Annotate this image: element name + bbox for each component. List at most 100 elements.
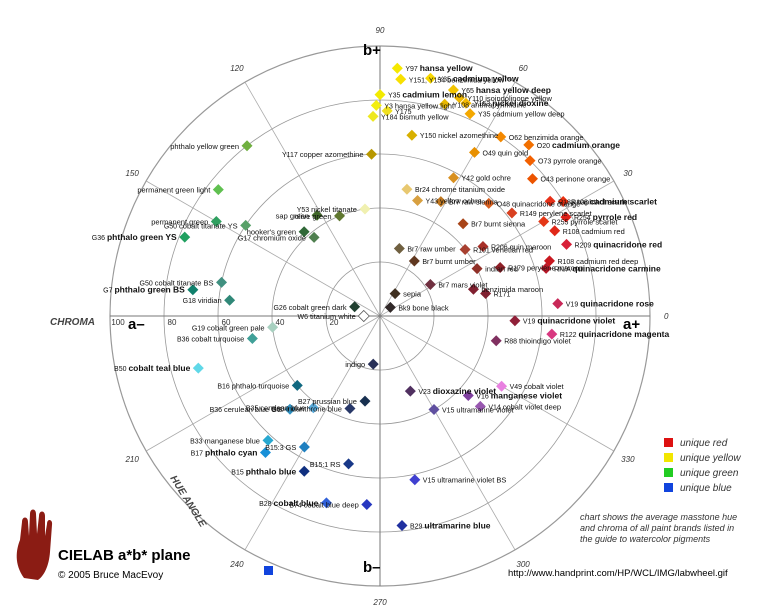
hue-spoke — [379, 180, 615, 317]
chroma-tick-label: 40 — [276, 318, 285, 327]
paint-label: Bk9 bone black — [398, 303, 449, 312]
paint-marker — [506, 207, 518, 219]
legend-swatch — [664, 468, 673, 477]
paint-marker — [544, 195, 556, 207]
paint-label: R255 pyrrole scarlet — [552, 218, 619, 227]
paint-label: R108 cadmium scarlet — [571, 197, 657, 207]
paint-label: G50 cobalt titanate BS — [140, 278, 214, 287]
paint-marker — [343, 458, 355, 470]
paint-label: Y150 nickel azomethine — [420, 131, 498, 140]
paint-marker — [262, 434, 274, 446]
paint-label: B27 prussian blue — [298, 397, 357, 406]
paint-label: Y110 isoindolinone yellow — [467, 94, 552, 103]
paint-label: O20 cadmium orange — [537, 140, 620, 150]
paint-marker — [192, 362, 204, 374]
hue-spokes — [145, 81, 615, 551]
paint-label: R171 — [494, 292, 511, 299]
paint-marker — [361, 499, 373, 511]
hue-spoke — [244, 315, 381, 551]
hue-tick-label: 270 — [372, 598, 387, 607]
paint-label: Y65 hansa yellow deep — [461, 85, 551, 95]
hue-tick-label: 210 — [124, 455, 139, 464]
hue-tick-label: 0 — [664, 312, 669, 321]
paint-marker — [298, 465, 310, 477]
paint-label: permanent green — [151, 218, 208, 227]
paint-label: B74 cobalt blue deep — [289, 501, 358, 510]
paint-label: G7 phthalo green BS — [103, 285, 185, 295]
hue-tick-label: 60 — [519, 64, 528, 73]
hue-tick-label: 150 — [125, 169, 139, 178]
note-line: chart shows the average masstone hue — [580, 512, 737, 522]
hue-spoke — [379, 81, 516, 317]
paint-label: R149 perylene scarlet — [520, 209, 593, 218]
paint-label: Y3 hansa yellow light — [384, 101, 455, 110]
paint-label: V19 quinacridone violet — [523, 316, 616, 326]
hue-tick-label: 90 — [376, 26, 385, 35]
paint-marker — [453, 92, 465, 104]
paint-marker — [179, 231, 191, 243]
note-line: the guide to watercolor pigments — [580, 534, 711, 544]
paint-marker — [370, 99, 382, 111]
paint-label: O62 benzimida orange — [509, 133, 584, 142]
copyright: © 2005 Bruce MacEvoy — [58, 570, 163, 581]
paint-marker — [357, 309, 370, 323]
paint-label: Y151, Y154 benzimida yellow — [409, 75, 505, 84]
paint-marker — [538, 216, 550, 227]
paint-label: G26 cobalt green dark — [273, 303, 346, 312]
paint-marker — [404, 385, 416, 397]
paint-marker — [308, 231, 320, 243]
paint-label: Y184 bismuth yellow — [381, 112, 449, 121]
paint-label: B36 cobalt turquoise — [177, 335, 244, 344]
ab-axes — [110, 46, 650, 586]
paint-label: R209 quinacridone red — [575, 239, 663, 249]
paint-marker — [393, 243, 405, 255]
paint-label: B16 phthalo turquoise — [217, 381, 289, 390]
paint-marker — [298, 226, 310, 238]
paint-marker — [540, 262, 552, 274]
paint-label: indian red — [485, 265, 518, 274]
a-minus-label: a– — [128, 316, 145, 333]
paint-marker — [366, 148, 378, 160]
paint-label: O49 quin gold — [483, 148, 529, 157]
hue-spoke — [145, 315, 381, 452]
paint-marker — [311, 209, 323, 221]
hue-tick-label: 240 — [229, 560, 244, 569]
paint-marker — [495, 131, 507, 143]
paint-label: R101 venetian red — [473, 246, 533, 255]
legend-swatch — [664, 483, 673, 492]
paint-marker — [428, 404, 440, 416]
paint-marker — [409, 474, 421, 486]
paint-marker — [349, 301, 361, 313]
paint-marker — [241, 140, 253, 152]
paint-label: Y53 nickel titanate — [297, 205, 357, 214]
paint-label: permanent green light — [137, 186, 211, 195]
chroma-tick-label: 60 — [222, 318, 231, 327]
paint-label: indigo — [345, 360, 365, 369]
paint-marker — [549, 225, 561, 237]
paint-label: Br7 raw sienna — [449, 198, 499, 207]
paint-label: R179 perylene maroon — [508, 263, 583, 272]
paint-marker — [187, 284, 199, 296]
paint-label: B33 manganese blue — [190, 436, 260, 445]
paint-marker — [557, 196, 569, 208]
paint-label: R122 quinacridone magenta — [560, 329, 670, 339]
paint-marker — [359, 395, 371, 407]
chroma-axis-label: CHROMA — [50, 317, 95, 328]
paint-label: Y35 cadmium yellow deep — [478, 110, 565, 119]
legend-swatch — [664, 453, 673, 462]
paint-marker — [462, 389, 474, 401]
chroma-tick-label: 20 — [330, 318, 339, 327]
paint-marker — [480, 288, 492, 300]
paint-marker — [439, 98, 451, 110]
paint-label: Br7 burnt umber — [422, 257, 476, 266]
b-plus-label: b+ — [363, 42, 381, 59]
paint-marker — [384, 301, 396, 313]
hue-tick-label: 330 — [621, 455, 635, 464]
paint-marker — [460, 97, 472, 109]
paint-marker — [494, 261, 506, 273]
paint-marker — [246, 333, 258, 345]
paint-marker — [471, 263, 483, 275]
legend-label: unique blue — [680, 483, 732, 494]
hue-angle-axis-label: HUE ANGLE — [167, 474, 208, 530]
paint-label: benzimida maroon — [481, 285, 543, 294]
